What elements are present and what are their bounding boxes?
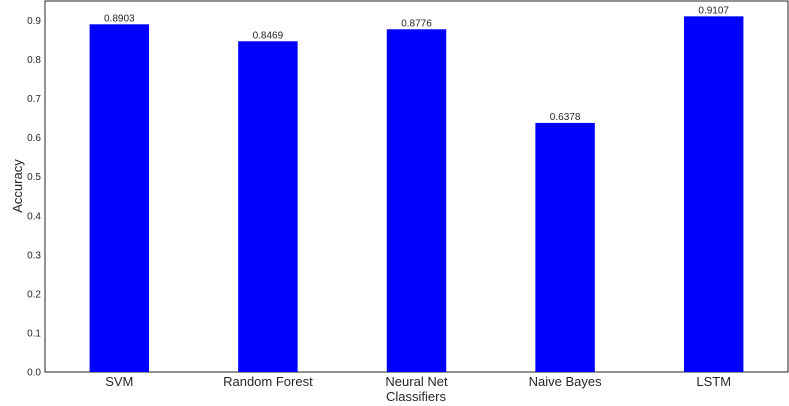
y-tick-label: 0.2	[27, 289, 41, 300]
bar	[386, 29, 447, 372]
y-tick-label: 0.0	[27, 368, 41, 379]
y-tick-label: 0.9	[27, 16, 41, 27]
bar-value-label: 0.8469	[253, 30, 284, 41]
x-tick-label: SVM	[105, 374, 133, 389]
bar-value-label: 0.8776	[401, 18, 432, 29]
y-tick-label: 0.6	[27, 133, 41, 144]
y-tick-label: 0.1	[27, 328, 41, 339]
bars-group	[89, 16, 744, 372]
x-tick-label: Naive Bayes	[529, 374, 602, 389]
y-tick-label: 0.5	[27, 172, 41, 183]
x-axis-ticks: SVM Random Forest Neural Net Naive Bayes LST…	[105, 374, 731, 389]
bar-value-label: 0.9107	[698, 5, 729, 16]
y-tick-label: 0.7	[27, 94, 41, 105]
y-tick-label: 0.3	[27, 250, 41, 261]
y-axis-ticks: 0.0 0.1 0.2 0.3 0.4 0.5 0.6 0.7 0.8 0.9	[27, 16, 41, 378]
bar	[683, 16, 744, 372]
x-tick-label: LSTM	[696, 374, 731, 389]
bar	[89, 24, 150, 372]
x-axis-title: Classifiers	[386, 389, 446, 404]
y-tick-label: 0.4	[27, 211, 41, 222]
y-axis-title: Accuracy	[10, 159, 25, 213]
bar	[238, 41, 298, 372]
bar-value-label: 0.8903	[104, 13, 135, 24]
bar	[535, 122, 595, 372]
data-labels-group: 0.8903 0.8469 0.8776 0.6378 0.9107	[104, 5, 729, 123]
x-tick-label: Neural Net	[385, 374, 448, 389]
bar-value-label: 0.6378	[550, 112, 581, 123]
x-tick-label: Random Forest	[223, 374, 313, 389]
y-tick-label: 0.8	[27, 55, 41, 66]
